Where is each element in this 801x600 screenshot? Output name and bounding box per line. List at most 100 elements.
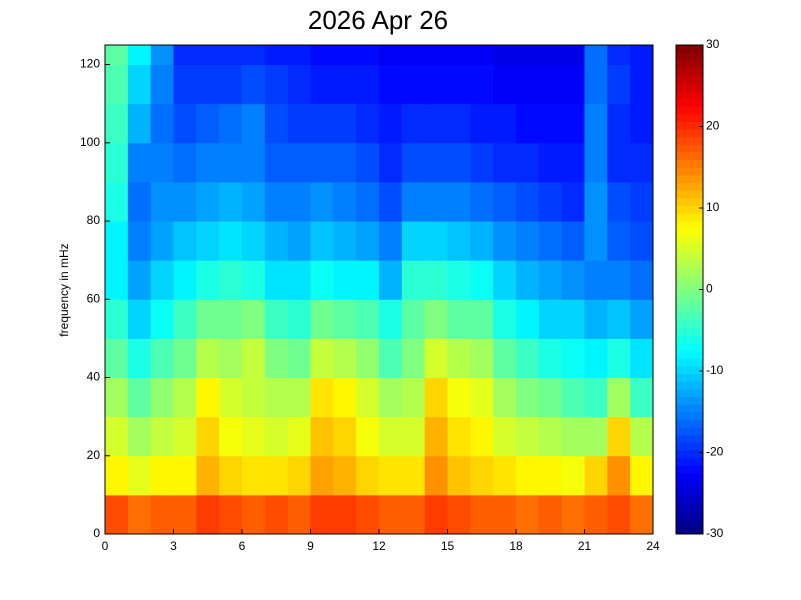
colorbar-swatch bbox=[676, 83, 703, 92]
heatmap-cell bbox=[173, 142, 197, 183]
heatmap-cell bbox=[516, 181, 540, 222]
heatmap-cell bbox=[127, 221, 152, 261]
heatmap-cell bbox=[219, 103, 243, 144]
heatmap-cell bbox=[105, 103, 129, 144]
colorbar-tick-label: -30 bbox=[706, 526, 724, 540]
heatmap-cell bbox=[538, 338, 563, 379]
heatmap-cell bbox=[470, 455, 494, 496]
heatmap-cell bbox=[105, 64, 129, 105]
heatmap-cell bbox=[219, 260, 243, 300]
heatmap-cell bbox=[264, 416, 289, 457]
heatmap-cell bbox=[516, 299, 540, 339]
heatmap-cell bbox=[401, 494, 426, 535]
heatmap-cell bbox=[538, 221, 563, 261]
heatmap-cell bbox=[356, 338, 380, 379]
colorbar-swatch bbox=[676, 251, 703, 260]
heatmap-cell bbox=[196, 377, 220, 418]
colorbar-swatch bbox=[676, 174, 703, 184]
heatmap-cell bbox=[356, 181, 380, 222]
heatmap-cell bbox=[242, 338, 266, 379]
heatmap-cell bbox=[584, 494, 608, 535]
colorbar-swatch bbox=[676, 129, 703, 138]
heatmap-cell bbox=[538, 377, 563, 418]
heatmap-cell bbox=[493, 45, 517, 66]
heatmap-cell bbox=[630, 142, 654, 183]
colorbar-swatch bbox=[676, 381, 703, 390]
heatmap-cell bbox=[470, 45, 494, 66]
heatmap-cell bbox=[287, 377, 311, 418]
heatmap-cell bbox=[333, 45, 357, 66]
heatmap-cell bbox=[105, 455, 129, 496]
heatmap-cell bbox=[242, 181, 266, 222]
colorbar-swatch bbox=[676, 480, 703, 489]
heatmap-cell bbox=[607, 377, 631, 418]
colorbar-swatch bbox=[676, 60, 703, 69]
heatmap-cell bbox=[127, 338, 152, 379]
colorbar-swatch bbox=[676, 121, 703, 130]
heatmap-cell bbox=[356, 260, 380, 300]
y-axis-label: frequency in mHz bbox=[57, 243, 71, 336]
colorbar-swatch bbox=[676, 98, 703, 107]
heatmap-cell bbox=[607, 299, 631, 339]
heatmap-cell bbox=[287, 338, 311, 379]
heatmap-cell bbox=[150, 338, 174, 379]
heatmap-cell bbox=[447, 299, 471, 339]
heatmap-cell bbox=[196, 181, 220, 222]
heatmap-cell bbox=[287, 455, 311, 496]
heatmap-cell bbox=[447, 45, 471, 66]
y-tick-label: 100 bbox=[80, 135, 100, 149]
heatmap-cell bbox=[607, 338, 631, 379]
heatmap-cell bbox=[264, 45, 289, 66]
heatmap-cell bbox=[493, 64, 517, 105]
heatmap-cell bbox=[105, 142, 129, 183]
colorbar-swatch bbox=[676, 419, 703, 428]
colorbar-swatch bbox=[676, 358, 703, 367]
heatmap-cell bbox=[310, 221, 334, 261]
heatmap-cell bbox=[105, 260, 129, 300]
heatmap-cell bbox=[561, 416, 585, 457]
heatmap-cell bbox=[607, 455, 631, 496]
colorbar-swatch bbox=[676, 495, 703, 504]
heatmap-cell bbox=[447, 338, 471, 379]
heatmap-cell bbox=[401, 260, 426, 300]
heatmap-cell bbox=[196, 142, 220, 183]
heatmap-cell bbox=[310, 142, 334, 183]
heatmap-cell bbox=[333, 377, 357, 418]
heatmap-cell bbox=[196, 299, 220, 339]
heatmap-cell bbox=[150, 221, 174, 261]
heatmap-cell bbox=[219, 377, 243, 418]
heatmap-cell bbox=[196, 416, 220, 457]
heatmap-cell bbox=[424, 142, 448, 183]
heatmap-cell bbox=[150, 64, 174, 105]
heatmap-cell bbox=[287, 103, 311, 144]
colorbar-swatch bbox=[676, 350, 703, 359]
heatmap-cell bbox=[219, 181, 243, 222]
heatmap-cell bbox=[356, 103, 380, 144]
heatmap-cell bbox=[105, 181, 129, 222]
heatmap-cell bbox=[150, 494, 174, 535]
colorbar-tick-label: 20 bbox=[706, 119, 720, 133]
heatmap-cell bbox=[196, 260, 220, 300]
heatmap-cell bbox=[356, 377, 380, 418]
heatmap-cell bbox=[264, 455, 289, 496]
heatmap-cell bbox=[607, 494, 631, 535]
heatmap-cell bbox=[493, 494, 517, 535]
heatmap-cell bbox=[516, 221, 540, 261]
heatmap-cell bbox=[379, 103, 403, 144]
heatmap-cell bbox=[379, 455, 403, 496]
heatmap-cell bbox=[607, 142, 631, 183]
heatmap-cell bbox=[287, 64, 311, 105]
heatmap-cell bbox=[264, 299, 289, 339]
heatmap-cell bbox=[242, 64, 266, 105]
heatmap-cell bbox=[356, 299, 380, 339]
heatmap-cell bbox=[538, 181, 563, 222]
heatmap-cell bbox=[584, 338, 608, 379]
heatmap-cell bbox=[105, 494, 129, 535]
heatmap-cell bbox=[470, 64, 494, 105]
heatmap-cell bbox=[242, 142, 266, 183]
x-tick-label: 24 bbox=[646, 539, 660, 553]
colorbar-swatch bbox=[676, 220, 703, 229]
colorbar-swatch bbox=[676, 365, 703, 375]
x-tick-label: 6 bbox=[239, 539, 246, 553]
heatmap-cell bbox=[470, 299, 494, 339]
